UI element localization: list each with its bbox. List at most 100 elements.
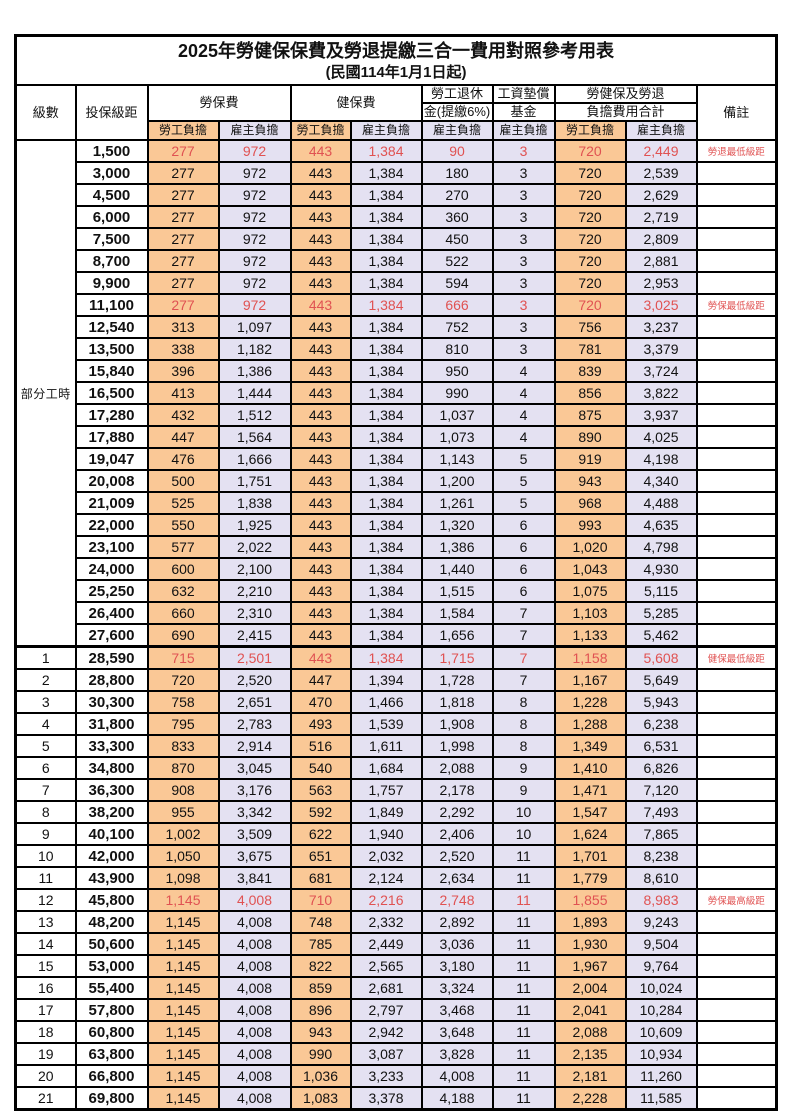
total-employer-cell: 4,025 (624, 425, 698, 449)
level-cell: 4 (14, 712, 77, 736)
total-employer-cell: 6,531 (624, 734, 698, 758)
total-employee-cell: 1,103 (553, 601, 627, 625)
bracket-cell: 57,800 (74, 998, 149, 1022)
bracket-cell: 7,500 (74, 227, 149, 251)
wage-fund-employer-cell: 5 (491, 491, 556, 515)
remark-cell (695, 249, 778, 273)
page-subtitle: (民國114年1月1日起) (325, 63, 467, 81)
labor-insurance-employer-cell: 972 (217, 227, 292, 251)
labor-insurance-employee-cell: 396 (146, 359, 220, 383)
pension-employer-cell: 1,584 (420, 601, 494, 625)
health-insurance-employee-cell: 443 (289, 139, 352, 163)
remark-cell (695, 1086, 778, 1111)
health-insurance-employee-cell: 443 (289, 447, 352, 471)
wage-fund-employer-cell: 8 (491, 690, 556, 714)
remark-cell (695, 954, 778, 978)
labor-insurance-employer-cell: 3,342 (217, 800, 292, 824)
health-insurance-employer-cell: 1,849 (349, 800, 423, 824)
col-header-level: 級數 (14, 84, 77, 141)
health-insurance-employee-cell: 443 (289, 271, 352, 295)
wage-fund-employer-cell: 10 (491, 822, 556, 846)
level-cell: 18 (14, 1020, 77, 1044)
health-insurance-employee-cell: 622 (289, 822, 352, 846)
remark-cell (695, 866, 778, 890)
wage-fund-employer-cell: 6 (491, 557, 556, 581)
labor-insurance-employer-cell: 2,022 (217, 535, 292, 559)
pension-employer-cell: 3,648 (420, 1020, 494, 1044)
bracket-cell: 50,600 (74, 932, 149, 956)
total-employer-cell: 2,953 (624, 271, 698, 295)
level-cell: 5 (14, 734, 77, 758)
pension-employer-cell: 950 (420, 359, 494, 383)
col-header-bracket: 投保級距 (74, 84, 149, 141)
total-employer-cell: 2,539 (624, 161, 698, 185)
labor-insurance-employee-cell: 413 (146, 381, 220, 405)
table-row: 14 50,600 1,145 4,008 785 2,449 3,036 11 1,930 9,… (14, 932, 778, 956)
health-insurance-employee-cell: 443 (289, 381, 352, 405)
labor-insurance-employer-cell: 972 (217, 249, 292, 273)
total-employer-cell: 5,608 (624, 645, 698, 670)
remark-cell (695, 161, 778, 185)
labor-insurance-employee-cell: 313 (146, 315, 220, 339)
bracket-cell: 34,800 (74, 756, 149, 780)
total-employee-cell: 890 (553, 425, 627, 449)
labor-insurance-employee-cell: 277 (146, 205, 220, 229)
total-employer-cell: 5,943 (624, 690, 698, 714)
wage-fund-employer-cell: 11 (491, 1042, 556, 1066)
pension-employer-cell: 990 (420, 381, 494, 405)
remark-cell (695, 1064, 778, 1088)
health-insurance-employee-cell: 443 (289, 557, 352, 581)
total-employee-cell: 756 (553, 315, 627, 339)
wage-fund-employer-cell: 11 (491, 844, 556, 868)
labor-insurance-employee-cell: 1,145 (146, 1064, 220, 1088)
bracket-cell: 13,500 (74, 337, 149, 361)
total-employer-cell: 9,504 (624, 932, 698, 956)
labor-insurance-employer-cell: 1,925 (217, 513, 292, 537)
health-insurance-employer-cell: 1,384 (349, 557, 423, 581)
total-employee-cell: 1,547 (553, 800, 627, 824)
labor-insurance-employee-cell: 870 (146, 756, 220, 780)
labor-insurance-employer-cell: 3,509 (217, 822, 292, 846)
health-insurance-employee-cell: 859 (289, 976, 352, 1000)
health-insurance-employee-cell: 443 (289, 183, 352, 207)
remark-cell (695, 447, 778, 471)
table-row: 10 42,000 1,050 3,675 651 2,032 2,520 11 1,701 8,… (14, 844, 778, 868)
health-insurance-employee-cell: 443 (289, 535, 352, 559)
labor-insurance-employer-cell: 1,512 (217, 403, 292, 427)
remark-cell (695, 491, 778, 515)
health-insurance-employee-cell: 990 (289, 1042, 352, 1066)
bracket-cell: 6,000 (74, 205, 149, 229)
labor-insurance-employer-cell: 2,100 (217, 557, 292, 581)
remark-cell (695, 271, 778, 295)
health-insurance-employer-cell: 1,384 (349, 227, 423, 251)
labor-insurance-employee-cell: 758 (146, 690, 220, 714)
level-cell: 16 (14, 976, 77, 1000)
bracket-cell: 33,300 (74, 734, 149, 758)
labor-insurance-employee-cell: 1,145 (146, 888, 220, 912)
remark-cell (695, 227, 778, 251)
bracket-cell: 16,500 (74, 381, 149, 405)
subheader-pension-employer: 雇主負擔 (420, 120, 494, 141)
pension-employer-cell: 90 (420, 139, 494, 163)
labor-insurance-employee-cell: 795 (146, 712, 220, 736)
health-insurance-employee-cell: 443 (289, 491, 352, 515)
wage-fund-employer-cell: 11 (491, 1064, 556, 1088)
health-insurance-employer-cell: 1,539 (349, 712, 423, 736)
bracket-cell: 19,047 (74, 447, 149, 471)
table-row: 11 43,900 1,098 3,841 681 2,124 2,634 11 1,779 8,… (14, 866, 778, 890)
table-row: 2 28,800 720 2,520 447 1,394 1,728 7 1,167 5,649 (14, 668, 778, 692)
table-row-highlight: 部分工時 1,500 277 972 443 1,384 90 3 720 2,449 勞退最低級距 (14, 139, 778, 648)
level-cell: 9 (14, 822, 77, 846)
bracket-cell: 43,900 (74, 866, 149, 890)
labor-insurance-employer-cell: 4,008 (217, 976, 292, 1000)
bracket-cell: 17,880 (74, 425, 149, 449)
total-employer-cell: 8,983 (624, 888, 698, 912)
table-row: 7 36,300 908 3,176 563 1,757 2,178 9 1,471 7,120 (14, 778, 778, 802)
table-row: 17 57,800 1,145 4,008 896 2,797 3,468 11 2,041 10… (14, 998, 778, 1022)
pension-employer-cell: 1,073 (420, 425, 494, 449)
health-insurance-employee-cell: 896 (289, 998, 352, 1022)
remark-cell: 勞保最低級距 (695, 293, 778, 317)
labor-insurance-employer-cell: 3,045 (217, 756, 292, 780)
level-cell: 19 (14, 1042, 77, 1066)
